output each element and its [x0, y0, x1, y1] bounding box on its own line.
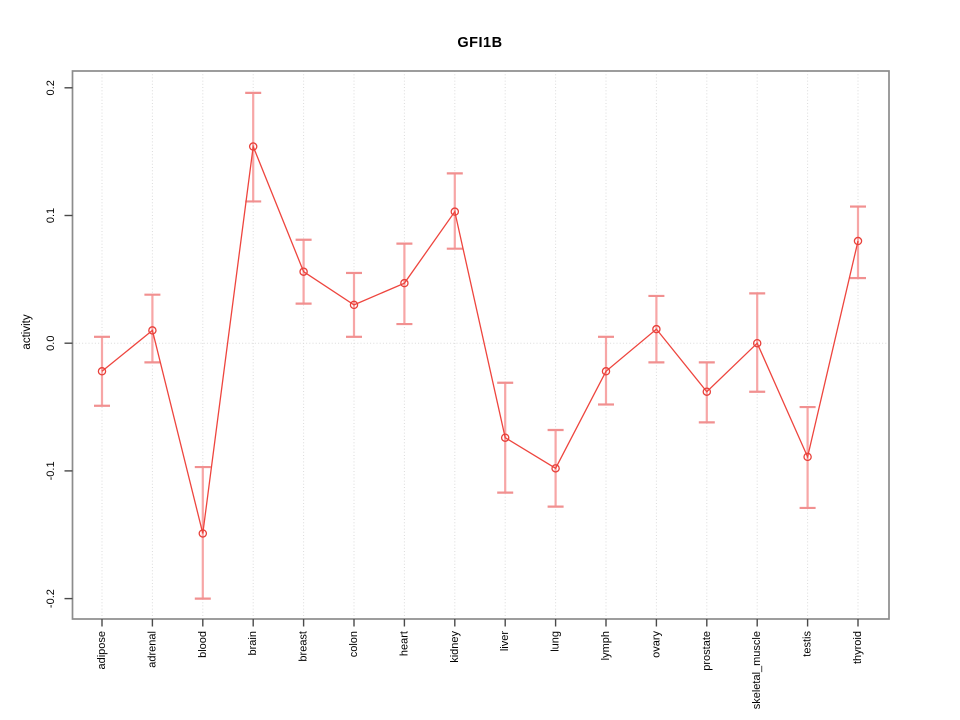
x-category-label: lymph [600, 631, 612, 660]
data-point-colon [349, 300, 359, 310]
x-category-label: testis [802, 631, 814, 657]
data-point-lymph [601, 367, 611, 376]
data-point-blood [198, 529, 208, 538]
x-category-label: thyroid [852, 631, 864, 664]
x-category-label: adipose [96, 631, 108, 670]
plot-border [71, 70, 890, 620]
x-category-label: colon [348, 631, 360, 657]
x-category-label: prostate [701, 631, 713, 671]
data-point-adrenal [148, 326, 157, 335]
x-category-label: heart [398, 631, 410, 656]
y-tick-label: 0.1 [45, 208, 57, 223]
y-tick-label: 0.0 [45, 336, 57, 351]
data-point-lung [551, 464, 560, 473]
data-point-prostate [702, 387, 712, 396]
x-category-label: breast [298, 631, 310, 662]
x-category-label: kidney [449, 631, 461, 663]
data-point-thyroid [853, 236, 863, 246]
chart-title: GFI1B [457, 35, 503, 51]
data-point-breast [299, 267, 308, 276]
data-point-heart [400, 278, 409, 288]
data-point-skeletal_muscle [752, 338, 762, 348]
y-tick-label: 0.2 [45, 80, 57, 95]
x-category-label: ovary [650, 631, 662, 658]
data-point-liver [500, 433, 510, 442]
data-point-adipose [97, 367, 107, 376]
data-point-ovary [652, 324, 661, 334]
series-line [101, 143, 859, 534]
y-tick-label: -0.1 [45, 461, 57, 480]
x-category-label: blood [197, 631, 209, 658]
data-point-testis [803, 452, 812, 462]
data-point-brain [248, 142, 258, 151]
y-tick-label: -0.2 [45, 589, 57, 608]
x-category-label: skeletal_muscle [751, 631, 763, 709]
x-category-label: brain [247, 631, 259, 655]
x-category-label: liver [499, 631, 511, 652]
x-category-label: lung [550, 631, 562, 652]
x-category-label: adrenal [146, 631, 158, 668]
data-point-kidney [450, 207, 460, 216]
